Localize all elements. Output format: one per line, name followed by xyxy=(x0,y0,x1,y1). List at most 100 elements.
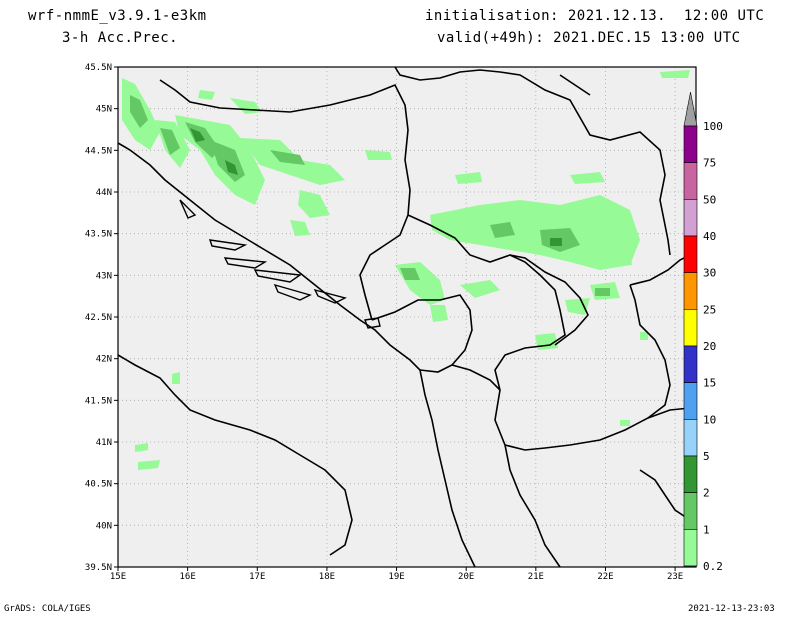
colorbar-segment xyxy=(683,309,698,347)
precip-area xyxy=(460,280,500,298)
lon-tick-label: 15E xyxy=(110,572,126,582)
colorbar-segment xyxy=(683,199,698,237)
lat-tick-label: 39.5N xyxy=(85,563,112,573)
colorbar-segment xyxy=(683,345,698,383)
coastlines-borders xyxy=(117,66,691,568)
precip-area xyxy=(400,268,420,280)
colorbar-label: 2 xyxy=(703,487,710,500)
precip-area xyxy=(365,150,392,160)
colorbar-segment xyxy=(683,162,698,200)
precip-area xyxy=(130,95,148,128)
border xyxy=(394,66,671,256)
border xyxy=(504,284,671,451)
precip-area xyxy=(160,128,180,155)
colorbar-label: 20 xyxy=(703,340,716,353)
latitude-axis: 45.5N 45N 44.5N 44N 43.5N 43N 42.5N 42N 41.5N 41N… xyxy=(85,63,118,573)
lon-tick-label: 21E xyxy=(528,572,544,582)
border xyxy=(159,79,411,321)
precip-area xyxy=(610,252,632,267)
precip-area xyxy=(135,443,148,452)
lat-tick-label: 41.5N xyxy=(85,396,112,406)
precip-area xyxy=(455,172,482,184)
colorbar-label: 10 xyxy=(703,413,716,426)
precip-area xyxy=(565,298,590,315)
colorbar-label: 100 xyxy=(703,120,723,133)
longitude-axis: 15E 16E 17E 18E 19E 20E 21E 22E 23E xyxy=(110,567,683,582)
precip-area xyxy=(298,190,330,218)
lon-tick-label: 19E xyxy=(388,572,404,582)
lat-tick-label: 45.5N xyxy=(85,63,112,73)
border xyxy=(559,74,591,96)
colorbar-label: 5 xyxy=(703,450,710,463)
colorbar-label: 50 xyxy=(703,193,716,206)
border xyxy=(629,254,691,286)
colorbar-label: 40 xyxy=(703,230,716,243)
lon-tick-label: 22E xyxy=(597,572,613,582)
island xyxy=(208,239,248,251)
precip-area xyxy=(430,305,448,322)
precip-area xyxy=(172,372,180,384)
precip-area xyxy=(270,150,305,165)
coastline xyxy=(117,354,353,556)
island xyxy=(313,288,347,304)
precip-area xyxy=(640,332,648,340)
lon-tick-label: 17E xyxy=(249,572,265,582)
island xyxy=(179,199,197,219)
colorbar-segment xyxy=(683,272,698,310)
colorbar-label: 1 xyxy=(703,523,710,536)
precip-area xyxy=(225,160,238,175)
precip-area xyxy=(290,220,310,236)
precip-area xyxy=(550,238,562,246)
border xyxy=(407,214,566,446)
colorbar-label: 0.2 xyxy=(703,560,723,573)
island xyxy=(364,317,381,329)
colorbar-segment xyxy=(683,382,698,420)
colorbar: 100 75 50 40 30 25 20 15 10 5 2 1 0.2 xyxy=(683,91,723,573)
initialisation-text: initialisation: 2021.12.13. 12:00 UTC xyxy=(425,8,765,24)
border xyxy=(371,294,473,373)
border xyxy=(451,364,501,391)
precip-area xyxy=(620,420,630,426)
colorbar-segment xyxy=(683,455,698,493)
grads-credit: GrADS: COLA/IGES xyxy=(4,604,91,614)
precipitation-shading xyxy=(122,70,690,470)
colorbar-label: 30 xyxy=(703,267,716,280)
lat-tick-label: 45N xyxy=(96,105,112,115)
map-grid xyxy=(118,67,696,567)
precip-area xyxy=(190,128,205,142)
precip-area xyxy=(198,90,215,100)
precip-area xyxy=(595,288,610,296)
precip-area xyxy=(430,195,640,270)
lon-tick-label: 23E xyxy=(667,572,683,582)
field-title: 3-h Acc.Prec. xyxy=(62,30,179,46)
lat-tick-label: 44.5N xyxy=(85,146,112,156)
lon-tick-label: 16E xyxy=(180,572,196,582)
precip-area xyxy=(490,222,515,238)
border xyxy=(504,444,561,568)
island xyxy=(273,283,312,301)
border xyxy=(639,469,691,521)
lat-tick-label: 42N xyxy=(96,355,112,365)
lat-tick-label: 42.5N xyxy=(85,313,112,323)
colorbar-segment xyxy=(683,419,698,457)
island xyxy=(253,269,302,283)
islands xyxy=(179,199,381,329)
coastline xyxy=(117,142,476,568)
lat-tick-label: 40.5N xyxy=(85,480,112,490)
precip-area xyxy=(138,460,160,470)
colorbar-label: 15 xyxy=(703,377,716,390)
valid-time-text: valid(+49h): 2021.DEC.15 13:00 UTC xyxy=(437,30,741,46)
model-title: wrf-nmmE_v3.9.1-e3km xyxy=(28,8,207,24)
lat-tick-label: 41N xyxy=(96,438,112,448)
island xyxy=(223,257,268,269)
colorbar-label: 25 xyxy=(703,303,716,316)
precip-area xyxy=(570,172,605,184)
colorbar-segment xyxy=(683,529,698,567)
colorbar-segment xyxy=(683,125,698,163)
colorbar-label: 75 xyxy=(703,157,716,170)
border xyxy=(647,407,691,419)
lon-tick-label: 20E xyxy=(458,572,474,582)
lat-tick-label: 43.5N xyxy=(85,230,112,240)
colorbar-segment xyxy=(683,492,698,530)
precip-area xyxy=(660,70,690,78)
